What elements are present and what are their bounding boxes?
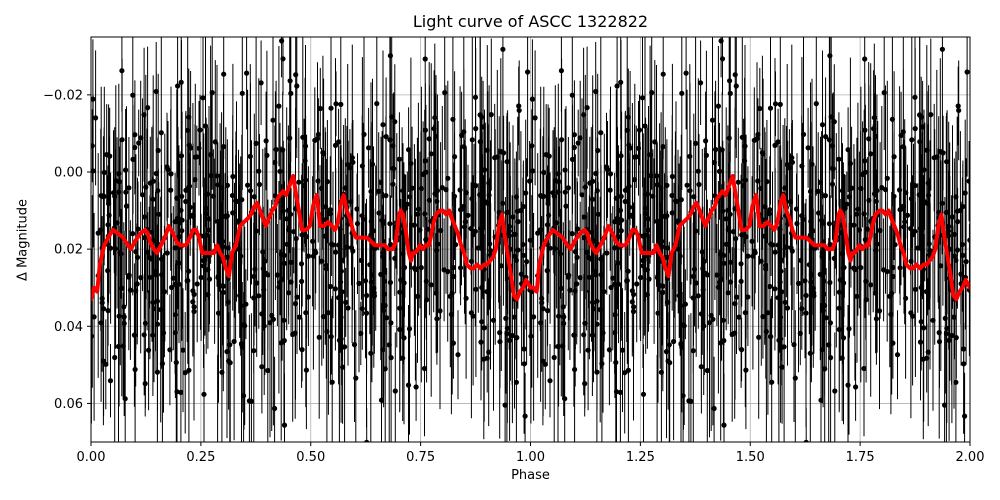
x-tick-label: 1.75 (846, 450, 875, 465)
x-tick-label: 1.25 (626, 450, 655, 465)
y-tick-label: 0.04 (54, 320, 83, 335)
y-tick-label: −0.02 (43, 88, 83, 103)
x-tick-label: 0.50 (296, 450, 325, 465)
x-tick-label: 0.00 (77, 450, 106, 465)
x-tick-label: 0.25 (186, 450, 215, 465)
x-tick-label: 2.00 (956, 450, 985, 465)
x-tick-label: 0.75 (406, 450, 435, 465)
x-tick-label: 1.00 (516, 450, 545, 465)
binned-curve (91, 173, 970, 302)
x-tick-label: 1.50 (736, 450, 765, 465)
y-tick-label: 0.02 (54, 243, 83, 258)
y-tick-label: 0.06 (54, 397, 83, 412)
chart-title: Light curve of ASCC 1322822 (412, 12, 649, 31)
x-axis-ticks: 0.00 0.25 0.50 0.75 1.00 1.25 1.50 1.75 2.00 (77, 442, 985, 465)
y-axis-ticks: −0.02 0.00 0.02 0.04 0.06 (43, 88, 91, 412)
x-axis-label: Phase (511, 468, 550, 483)
observation-points (91, 37, 970, 442)
y-tick-label: 0.00 (54, 166, 83, 181)
